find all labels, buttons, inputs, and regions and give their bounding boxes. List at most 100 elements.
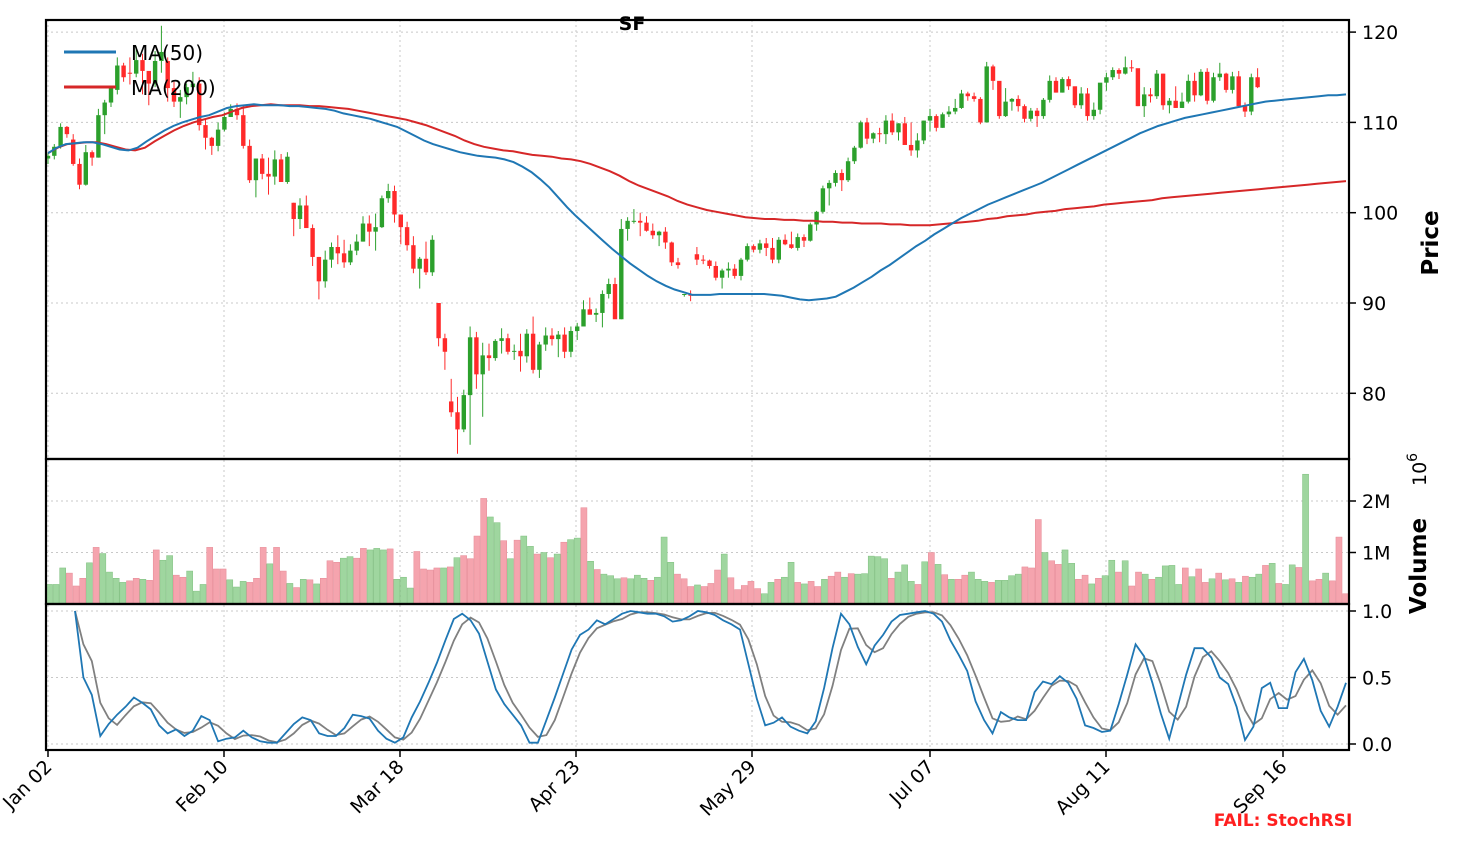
volume-bar <box>299 579 307 605</box>
volume-bar <box>607 575 614 605</box>
volume-bar <box>1268 563 1276 605</box>
volume-bar <box>46 584 53 605</box>
volume-bar <box>1135 571 1142 605</box>
candle-body <box>990 66 996 81</box>
volume-bar <box>1208 578 1216 605</box>
candle-body <box>795 237 800 248</box>
volume-bar <box>1148 579 1156 605</box>
volume-bar <box>961 574 969 605</box>
candle-body <box>770 247 775 260</box>
price-tick-label: 110 <box>1362 112 1398 134</box>
candle-body <box>902 123 907 145</box>
volume-bar <box>527 546 534 605</box>
candle-body <box>644 222 649 231</box>
candle-body <box>719 270 725 278</box>
volume-bar <box>132 578 140 605</box>
volume-bar <box>1195 568 1202 605</box>
volume-bar <box>1222 579 1229 605</box>
price-panel <box>45 25 1347 454</box>
volume-bar <box>1008 575 1015 605</box>
candle-body <box>713 265 718 278</box>
candle-body <box>543 335 548 345</box>
candle-body <box>1236 76 1241 107</box>
candle-body <box>782 239 788 245</box>
candle-body <box>392 191 397 215</box>
price-axis-label: Price <box>1418 210 1444 275</box>
volume-bar <box>1048 560 1055 605</box>
candle-body <box>946 111 952 115</box>
candle-body <box>593 312 599 315</box>
volume-bar <box>92 547 100 605</box>
volume-bar <box>413 551 421 605</box>
candle-body <box>833 172 838 183</box>
candle-body <box>757 243 763 250</box>
candle-body <box>335 247 340 254</box>
candle-body <box>852 147 857 162</box>
volume-bar <box>346 556 354 605</box>
volume-bar <box>152 549 160 605</box>
volume-bar <box>373 548 381 605</box>
candle-body <box>682 293 687 295</box>
volume-bar <box>1068 563 1075 605</box>
candle-body <box>310 228 315 257</box>
candle-body <box>411 245 416 269</box>
candle-body <box>1186 80 1191 102</box>
volume-bar <box>1121 560 1129 605</box>
volume-bar <box>1255 573 1263 605</box>
x-tick-label: Apr 23 <box>524 756 584 816</box>
legend-ma200-label: MA(200) <box>131 76 216 100</box>
candle-body <box>845 161 851 181</box>
candle-body <box>222 116 227 130</box>
candle-body <box>927 116 933 121</box>
volume-bar <box>781 576 788 605</box>
volume-bar <box>747 581 755 605</box>
candle-body <box>209 137 214 146</box>
x-tick-label: May 29 <box>696 756 761 821</box>
volume-bar <box>406 587 414 605</box>
candle-body <box>978 98 983 123</box>
volume-bar <box>968 571 975 605</box>
candle-body <box>354 241 359 251</box>
candle-body <box>883 120 889 135</box>
candle-body <box>581 309 586 327</box>
volume-bar <box>1235 582 1243 605</box>
volume-bar <box>1128 585 1136 605</box>
volume-bar <box>99 553 107 605</box>
volume-bar <box>420 568 427 605</box>
stochrsi-tick-label: 0.5 <box>1362 668 1392 690</box>
volume-bar <box>994 580 1002 605</box>
volume-bar <box>874 556 882 605</box>
candle-body <box>197 83 202 126</box>
candle-body <box>430 239 435 273</box>
candle-body <box>234 108 240 116</box>
candle-body <box>1148 94 1153 97</box>
volume-bar <box>580 507 588 605</box>
candle-body <box>839 172 844 181</box>
volume-bar <box>988 582 995 605</box>
volume-bar <box>326 560 334 605</box>
candle-body <box>83 152 88 185</box>
x-tick-label: Mar 18 <box>346 756 408 818</box>
volume-bar <box>694 584 701 605</box>
volume-bar <box>179 576 187 605</box>
volume-bar <box>1141 573 1149 605</box>
volume-bar <box>233 586 240 605</box>
candle-body <box>827 182 832 189</box>
stochrsi-d-line <box>74 610 1347 744</box>
volume-bar <box>1335 536 1343 605</box>
candle-body <box>108 88 114 103</box>
volume-bar <box>827 575 835 605</box>
candle-body <box>1009 98 1015 102</box>
candle-body <box>474 337 479 375</box>
candle-body <box>537 344 542 370</box>
volume-bar <box>487 516 494 605</box>
volume-bar <box>446 566 454 605</box>
candle-body <box>1242 106 1248 112</box>
candle-body <box>203 125 208 138</box>
candle-body <box>1123 67 1128 74</box>
candle-body <box>650 230 655 236</box>
candle-body <box>1217 73 1222 78</box>
candle-body <box>215 129 221 146</box>
volume-bar <box>507 558 514 605</box>
